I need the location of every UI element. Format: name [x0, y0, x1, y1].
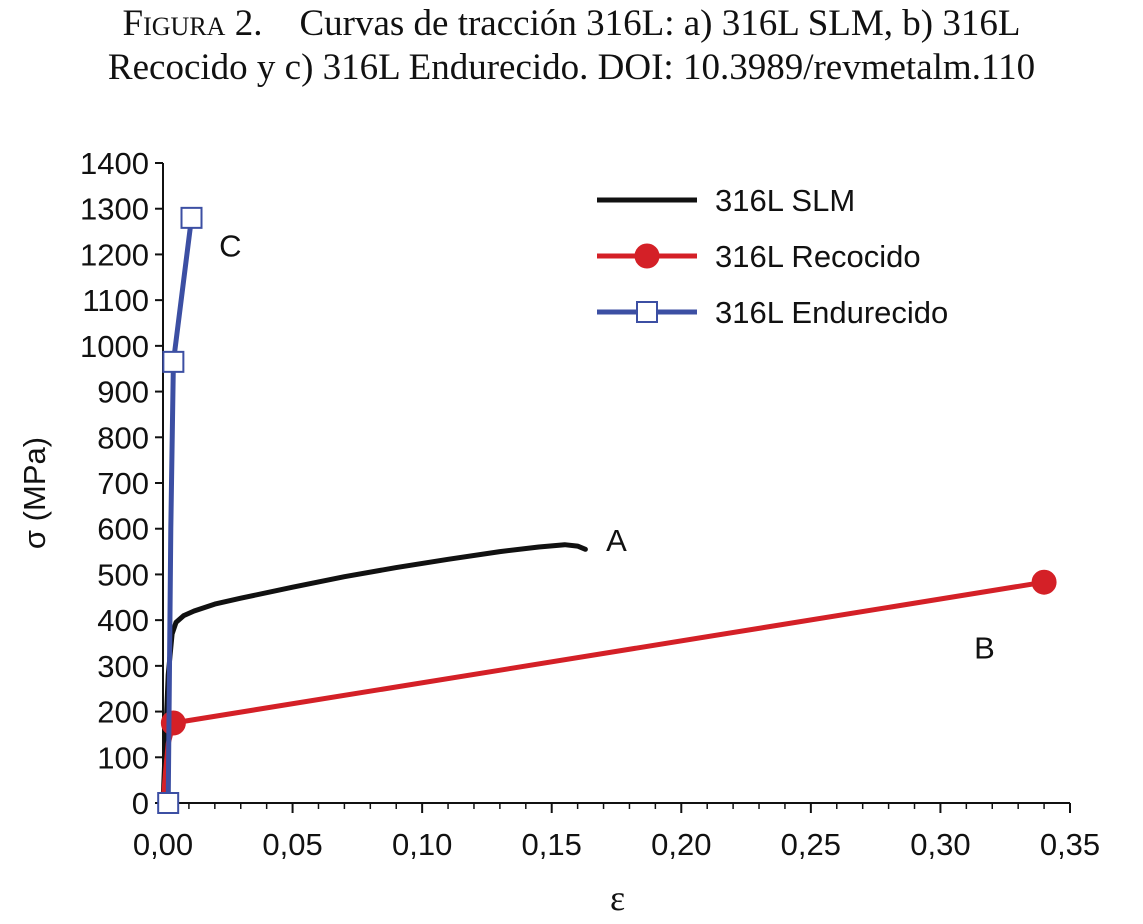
series-316l-endurecido [157, 206, 203, 814]
y-tick-label: 400 [97, 603, 149, 638]
series-316l-recocido [160, 569, 1057, 806]
y-tick-label: 1000 [80, 329, 149, 364]
legend-item-316l-endurecido: 316L Endurecido [597, 295, 948, 330]
data-point-316l-recocido [160, 710, 186, 736]
y-tick-label: 200 [97, 695, 149, 730]
series-316l-slm [160, 542, 588, 806]
y-tick-label: 1100 [82, 283, 149, 318]
data-point-316l-recocido [1031, 569, 1057, 595]
y-tick-label: 1400 [80, 146, 149, 181]
data-point-316l-endurecido [180, 206, 203, 229]
caption-line-1: Figura 2. Curvas de tracción 316L: a) 31… [0, 2, 1143, 46]
y-tick-label: 0 [132, 786, 149, 821]
y-tick-label: 1300 [80, 192, 149, 227]
x-tick-label: 0,10 [392, 827, 452, 862]
x-tick-label: 0,25 [781, 827, 841, 862]
legend-swatch-marker [634, 243, 660, 269]
legend-label: 316L Recocido [715, 239, 921, 274]
y-tick-label: 1200 [80, 237, 149, 272]
y-tick-label: 700 [97, 466, 149, 501]
curve-label-c: C [219, 228, 241, 263]
y-tick-label: 600 [97, 512, 149, 547]
series-line-316l-slm [160, 542, 588, 806]
y-tick-label: 500 [97, 557, 149, 592]
figure-caption: Figura 2. Curvas de tracción 316L: a) 31… [0, 2, 1143, 90]
legend-label: 316L Endurecido [715, 295, 948, 330]
x-tick-label: 0,00 [133, 827, 193, 862]
legend-label: 316L SLM [715, 183, 855, 218]
annotations: A B C [219, 228, 995, 665]
legend: 316L SLM 316L Recocido 316L Endurecido [597, 183, 948, 330]
y-tick-label: 800 [97, 420, 149, 455]
x-tick-label: 0,05 [262, 827, 322, 862]
legend-swatch-marker [636, 301, 658, 323]
x-tick-label: 0,15 [522, 827, 582, 862]
curve-label-b: B [974, 631, 995, 666]
curve-label-a: A [606, 523, 627, 558]
axes: 0 100 200 300 400 500 600 700 800 900 1000 1100 1200… [80, 146, 1100, 862]
data-point-316l-endurecido [162, 350, 185, 373]
data-point-316l-endurecido [157, 792, 180, 814]
x-tick-label: 0,30 [910, 827, 970, 862]
series-line-316l-endurecido [165, 215, 194, 806]
y-tick-label: 900 [97, 375, 149, 410]
series-line-316l-recocido [160, 579, 1047, 806]
caption-line-2: Recocido y c) 316L Endurecido. DOI: 10.3… [107, 47, 1036, 88]
caption-label: Figura 2. [122, 3, 263, 44]
legend-item-316l-recocido: 316L Recocido [597, 239, 921, 274]
y-axis-title: σ (MPa) [17, 437, 52, 549]
x-axis-title: ε [610, 878, 625, 918]
y-tick-label: 300 [97, 649, 149, 684]
x-tick-label: 0,35 [1040, 827, 1100, 862]
x-tick-label: 0,20 [651, 827, 711, 862]
caption-text-1: Curvas de tracción 316L: a) 316L SLM, b)… [299, 3, 1021, 44]
series-layer [157, 206, 1057, 814]
legend-item-316l-slm: 316L SLM [597, 183, 855, 218]
y-tick-label: 100 [97, 740, 149, 775]
